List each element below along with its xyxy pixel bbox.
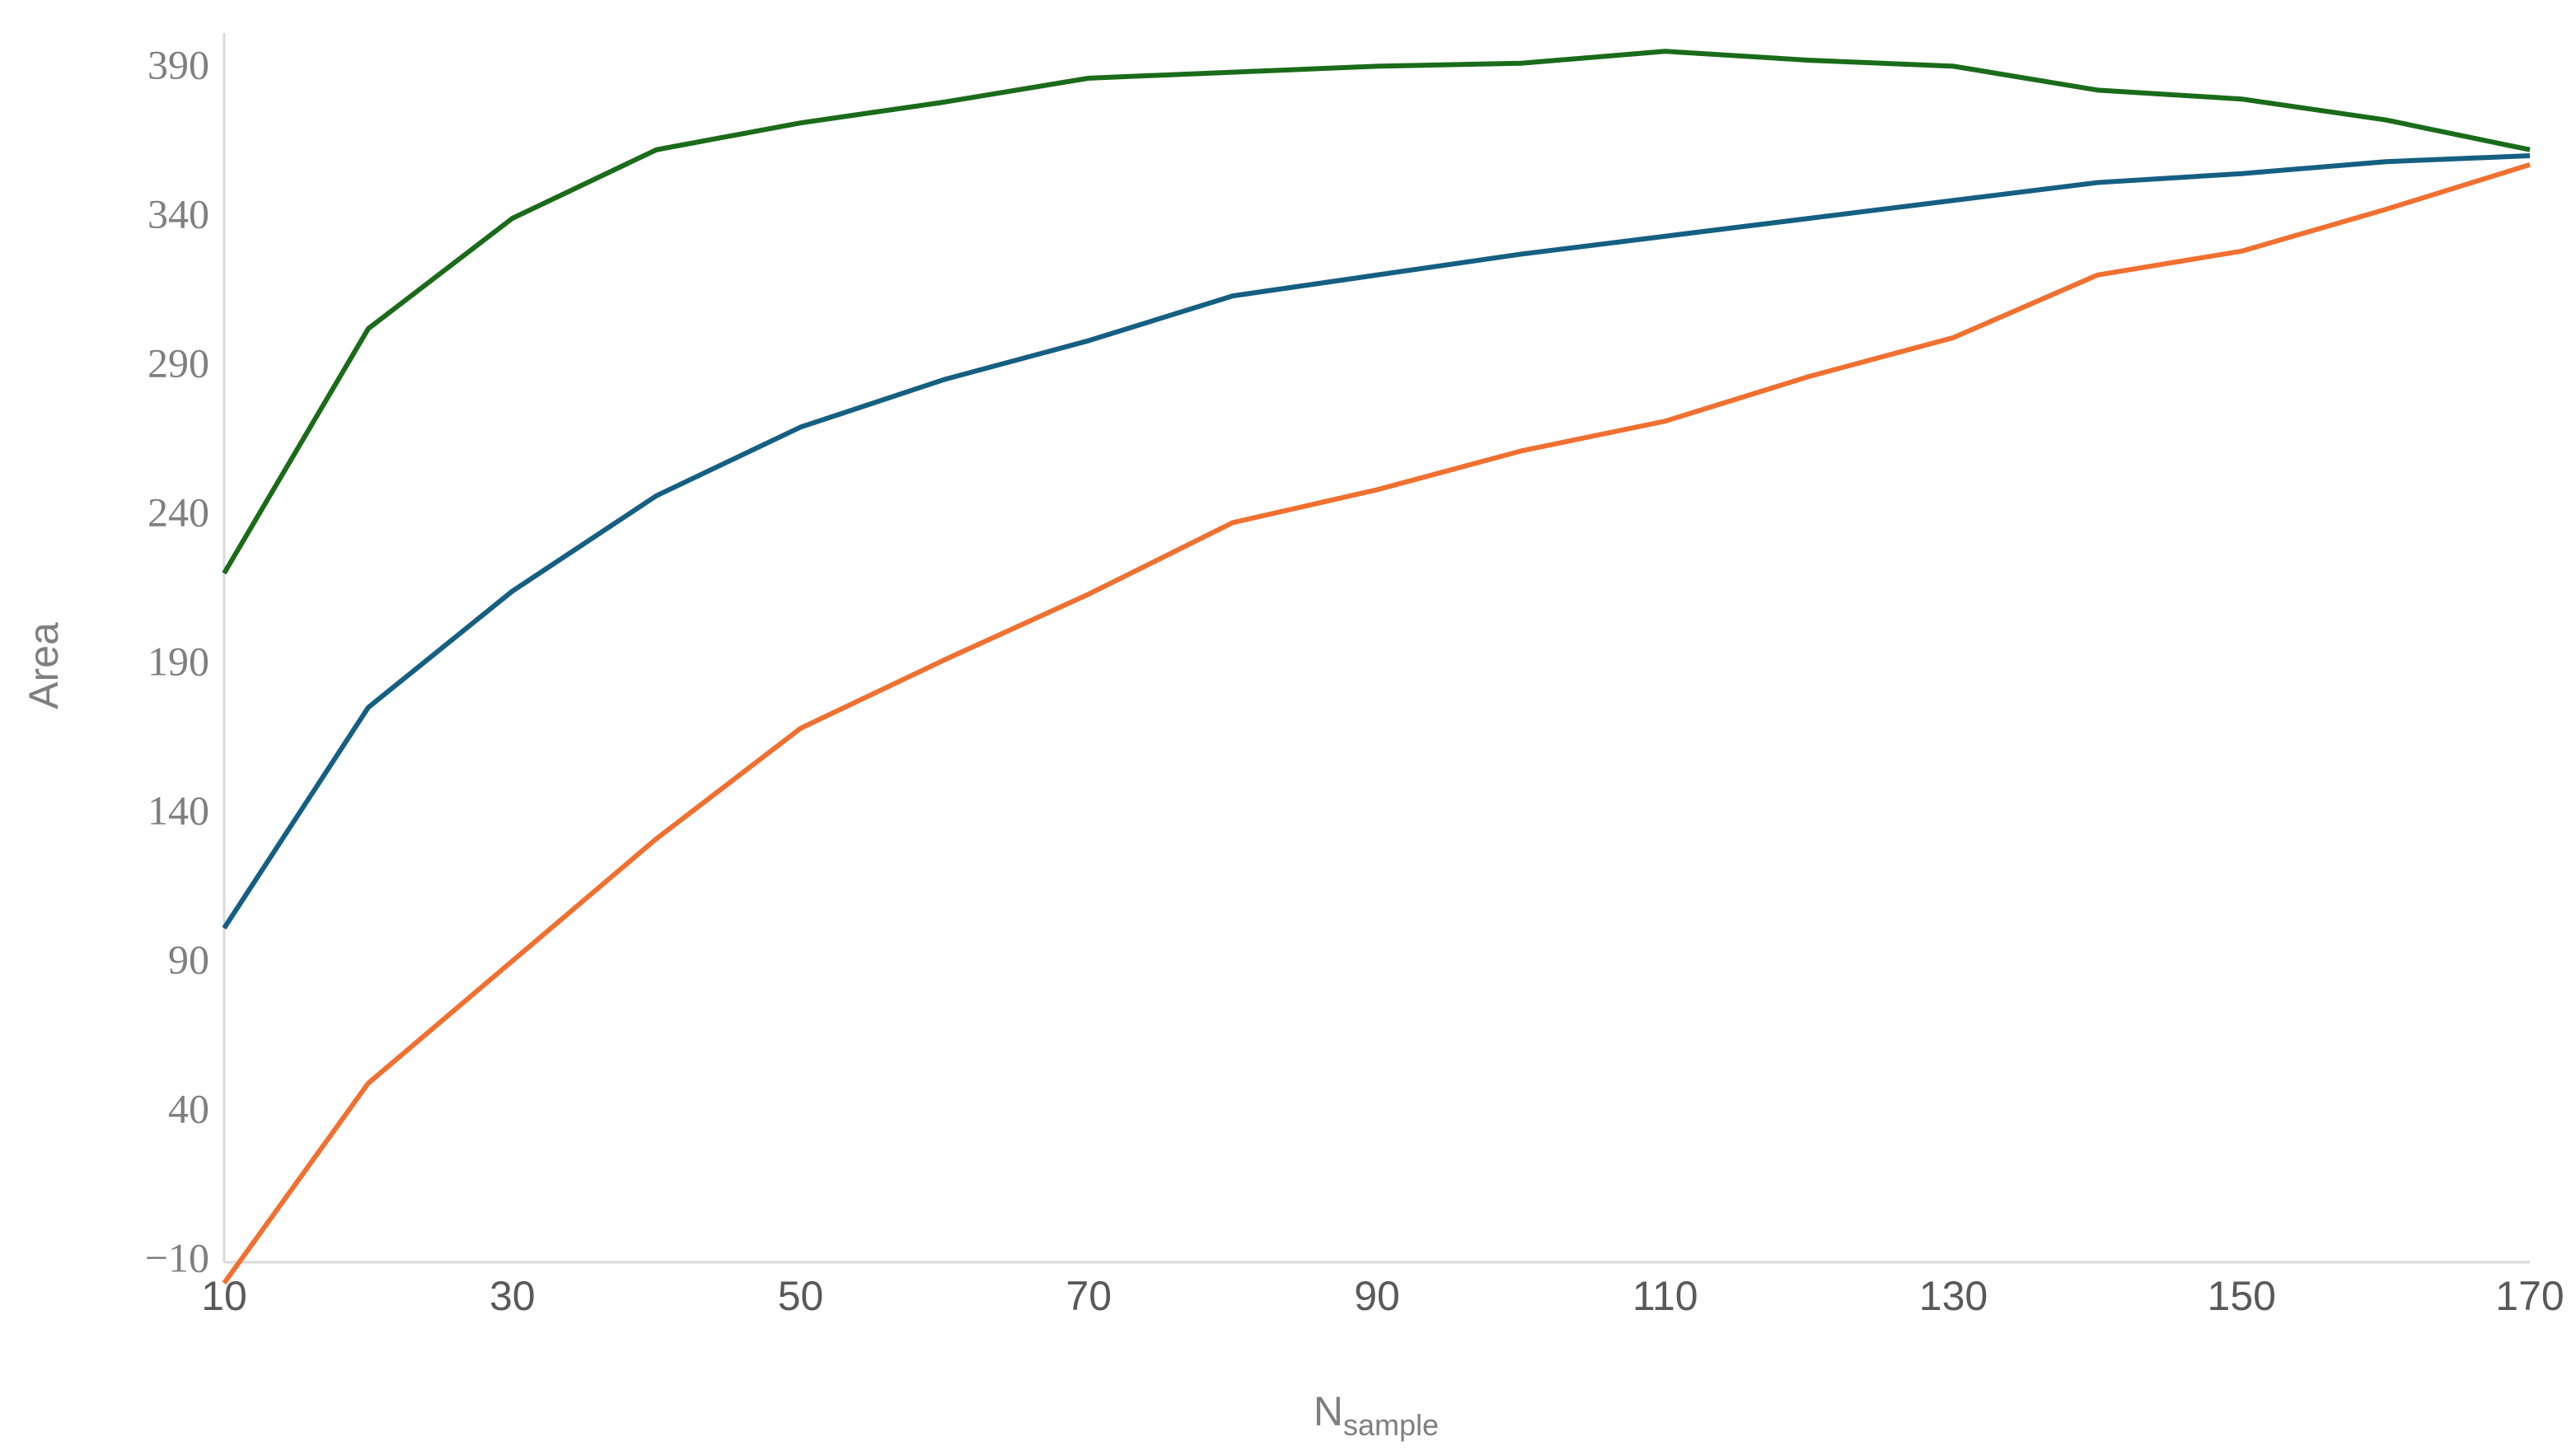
y-tick-label: 290 <box>148 339 209 386</box>
y-tick-label: 40 <box>168 1085 209 1131</box>
line-series <box>222 152 2531 930</box>
x-axis-label-main: N <box>1314 1388 1343 1434</box>
x-tick-label: 90 <box>1354 1273 1400 1319</box>
y-tick-label: 340 <box>148 190 209 236</box>
x-axis-label-subscript: sample <box>1343 1408 1439 1442</box>
y-tick-label: 140 <box>148 787 209 833</box>
x-axis-label: Nsample <box>1314 1388 1439 1442</box>
x-tick-label: 130 <box>1919 1273 1988 1319</box>
line-series <box>222 161 2531 1285</box>
y-tick-label: 90 <box>168 936 209 982</box>
x-tick-label: 170 <box>2495 1273 2564 1319</box>
y-tick-label: 240 <box>148 489 209 535</box>
x-tick-label: 50 <box>778 1273 824 1319</box>
y-tick-label: 390 <box>148 41 209 87</box>
x-tick-label: 150 <box>2208 1273 2276 1319</box>
x-tick-label: 70 <box>1066 1273 1112 1319</box>
line-series <box>222 49 2531 575</box>
x-tick-label: 30 <box>489 1273 536 1319</box>
y-axis-label: Area <box>21 622 67 709</box>
y-tick-label: −10 <box>145 1234 209 1280</box>
y-tick-label: 190 <box>148 638 209 684</box>
x-tick-label: 110 <box>1632 1273 1698 1319</box>
